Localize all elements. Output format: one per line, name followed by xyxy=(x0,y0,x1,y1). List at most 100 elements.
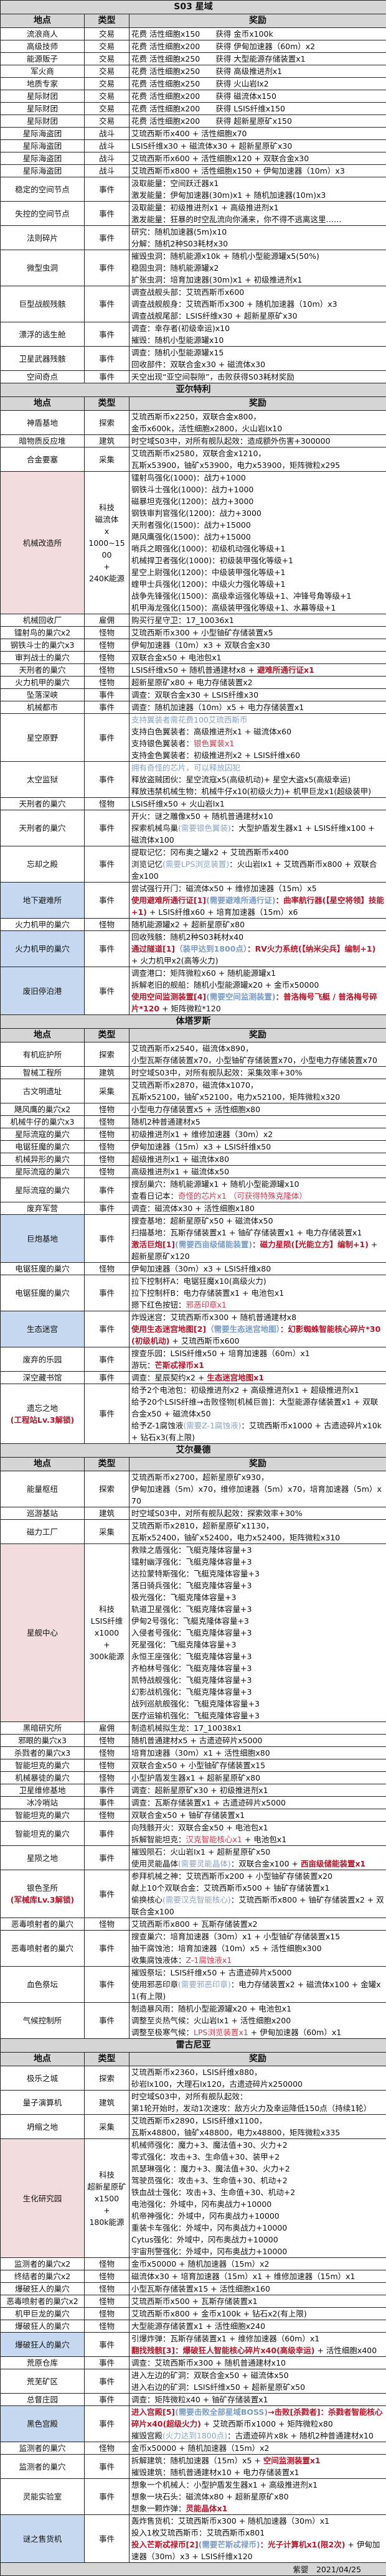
reward-cell: 金币x50000 + 随机加速器（15m）x2 xyxy=(129,2442,386,2455)
place-cell: 机械都市 xyxy=(1,701,85,714)
reward-text: 花费 活性细胞x200 获得 磁流体x150 xyxy=(131,91,276,101)
reward-text: 重装卡车强化：外域中，冈布奥战力+10000 xyxy=(131,2223,287,2232)
reward-text: 镭射鸟强化(1000)：战力+1000 xyxy=(131,473,246,482)
table-row: 坠落深峡事件调查：双联合金x30 + LSIS纤维x30 xyxy=(1,689,386,701)
reward-text: 零式强化：攻击+3、生命值+30、装甲+2 xyxy=(131,2152,280,2161)
place-cell: 漂浮的逃生舱 xyxy=(1,322,85,347)
reward-line: LSIS纤维x50 + 火山岩Ⅰx1 xyxy=(131,798,384,810)
unlock-note: (军械库Lv.3解锁) xyxy=(2,1894,82,1906)
footer-row: 紫婴 2021/04/25 xyxy=(1,2563,386,2576)
place-name: 黑色宫殿 xyxy=(2,2418,82,2430)
place-cell: 地下避难所 xyxy=(1,883,85,919)
reward-line: 第1轮开始时，发动1次速攻：敌方火力及幸运降低150点（持续1轮） xyxy=(131,2102,384,2114)
type-cell: 怪物 xyxy=(85,664,129,677)
reward-line: 艾琉西斯币x2890，LSIS纤维x1100， xyxy=(131,2115,384,2127)
reward-text: 驾驶员强化：攻击+3、生命值+30、机动+2 xyxy=(131,2176,288,2185)
reward-text: 调查战舰头部：艾琉西斯币x600 xyxy=(131,288,244,297)
reward-cell: 机械师强化：魔力+3、魔法值+30、火力+2 零式强化：攻击+3、生命值+30、装… xyxy=(129,2139,386,2258)
reward-cell: 时空域S03中，对所有舰队起效：探索效率+30% xyxy=(129,1507,386,1520)
reward-highlight: 奇怪的芯片x1 （可获得特殊克隆体） xyxy=(178,1191,307,1201)
table-row: 星际海盗团战斗艾琉西斯币x600 + 活性细胞x120 + 双联合金x30 xyxy=(1,152,386,165)
reward-cell: 调查：矩阵微粒x40 + 铀矿存储装置x1 xyxy=(129,2394,386,2406)
type-cell: 事件 xyxy=(85,2515,129,2563)
reward-highlight: 激活巨炮[1] xyxy=(131,1240,175,1249)
reward-line: 激发能量：伊甸加速器(30m)x1 + 随机加速器(10m)x3 xyxy=(131,189,384,201)
place-name: 星舰中心 xyxy=(2,1627,82,1639)
reward-cell: 艾琉西斯币x800 + 活性细胞x150 + 伊甸加速器（10m）x3 xyxy=(129,165,386,177)
place-cell: 生态迷宫 xyxy=(1,1311,85,1347)
table-row: 机械都市事件调查：随机加速器（10m）x5 + 电力存储装置x1 xyxy=(1,701,386,714)
table-row: 黑暗研究所雇佣制造机械拟生龙：17_10038x1 xyxy=(1,1722,386,1735)
column-header-row: 地点类型奖励 xyxy=(1,1458,386,1471)
place-name: 流浪商人 xyxy=(2,28,82,40)
reward-text: 艾琉西斯币x2870，磁流体x1070， xyxy=(131,1080,258,1090)
place-cell: 地质专家 xyxy=(1,78,85,90)
reward-line: 汲取能量：空间跃迁器x1 xyxy=(131,177,384,189)
reward-text: 提取记忆：冈布奥之罐x2 + 艾琉西斯币x400 xyxy=(131,848,289,857)
reward-text: 制造机械拟生龙：17_10038x1 xyxy=(131,1723,242,1733)
reward-highlight: (火力达到1800点) xyxy=(162,2431,227,2440)
reward-cell: 调查：超新星原矿x30 + 初级推进剂x1 xyxy=(129,1784,386,1797)
place-cell: 量子演算机 xyxy=(1,2091,85,2115)
place-name: 高级技师 xyxy=(2,40,82,52)
reward-text: 随机能源罐x2 + 超新星原矿x80 xyxy=(131,920,245,929)
reward-text: 购买行星守卫：17_10036x1 xyxy=(131,616,234,625)
table-row: 神盾基地探索艾琉西斯币x2250，双联合金x800，金币x600k，活性细胞x2… xyxy=(1,411,386,435)
reward-cell: 时空域S03中，对所有舰队起效：第1轮开始时，发动1次速攻：敌方火力及幸运降低1… xyxy=(129,2091,386,2115)
reward-line: 想象一颗炸弹：灵能晶体x1 xyxy=(131,2503,384,2514)
place-name: 空间奇点 xyxy=(2,371,82,383)
section-title: 亚尔特利 xyxy=(1,383,386,397)
reward-text: 机械师强化：魔力+3、魔法值+30、火力+2 xyxy=(131,2140,288,2150)
section-title-row: 体塔罗斯 xyxy=(1,1015,386,1029)
type-cell: 事件 xyxy=(85,846,129,883)
reward-text: 飓风鹰强化(1500)：战力+15000 xyxy=(131,532,251,541)
reward-text: 培育加速器（30m）x1 + 活性细胞x80 xyxy=(131,1748,270,1758)
reward-line: 汲取能量：初级推进剂x1 + 高级推进剂x1 xyxy=(131,202,384,213)
reward-text: 凯瑟琳强化 ：魔力+3、魔法值+30、火力+2 xyxy=(131,2164,290,2173)
reward-cell: 艾琉西斯币x600 + 活性细胞x120 + 双联合金x30 xyxy=(129,152,386,165)
place-cell: 钢铁斗士的巢穴x3 xyxy=(1,639,85,652)
reward-highlight: 使用空间监测装置[4] xyxy=(131,992,206,1001)
table-row: 电锯狂魔的巢穴事件拉下控制杆A：电锯狂魔x10(高级火力)拉下控制杆B：电力存储… xyxy=(1,1275,386,1311)
reward-text: LSIS纤维x50 + 随机普通建材x8 + xyxy=(131,665,257,675)
type-cell: 怪物 xyxy=(85,1747,129,1759)
place-cell: 星空原野 xyxy=(1,714,85,762)
table-row: 空间奇点事件天空出现“亚空间裂隙”，击败获得S03耗材奖励 xyxy=(1,371,386,383)
place-cell: 巨型战舰残骸 xyxy=(1,286,85,322)
place-cell: 军火商 xyxy=(1,65,85,78)
reward-text: 查看日记本： xyxy=(131,1191,178,1201)
type-line: 超新星原矿 xyxy=(87,2181,127,2193)
reward-line: 搜刮巢穴：随机能源罐x1 + 随机小型能源罐x10 xyxy=(131,1178,384,1190)
reward-cell: 花费 活性细胞x250 获得 火山岩Ⅰx2 xyxy=(129,78,386,90)
place-name: 稳定的空间节点 xyxy=(2,184,82,195)
table-row: 机械异形的巢穴怪物超级推进剂x1 + 磁流体x80 xyxy=(1,1153,386,1166)
place-name: 谜之售货机 xyxy=(2,2533,82,2545)
reward-line: 零式强化：攻击+3、生命值+30、装甲+2 xyxy=(131,2151,384,2163)
reward-text: 支持银色翼装者： xyxy=(131,739,194,748)
type-cell: 事件 xyxy=(85,2455,129,2479)
place-cell: 监测者的巢穴x2 xyxy=(1,2258,85,2270)
place-name: 机械回收厂 xyxy=(2,614,82,626)
reward-line: 使用避难所通行证[1](需要避难所通行证)：曲率航行器(【星空将领】技能+1) … xyxy=(131,894,384,918)
place-name: 镭射鸟的巢穴x2 xyxy=(2,627,82,639)
reward-text: 花费 活性细胞x250 获得 高级推进剂x1 xyxy=(131,67,282,76)
place-cell: 恶毒喷射者的巢穴 xyxy=(1,1931,85,1967)
reward-text: 磁流体x30 + 培育加速器（15m）x1 + 维修加速器（15m）x1 xyxy=(131,2272,355,2281)
reward-text: 制造暴风雨：随机小型能源罐x20 + 电池包x1 xyxy=(131,2004,291,2013)
reward-line: 幻影战机强化：飞艇克隆体容量+3 xyxy=(131,1686,384,1698)
section-title-row: S03 星域 xyxy=(1,1,386,14)
place-name: 机械改造所 xyxy=(2,537,82,549)
reward-cell: 小型电力存储装置x5 + 活性细胞x80 xyxy=(129,1103,386,1116)
reward-line: 艾琉西斯币x800 + 活性细胞x150 + 伊甸加速器（10m）x3 xyxy=(131,165,384,177)
type-cell: 事件 xyxy=(85,689,129,701)
type-cell: 交易 xyxy=(85,65,129,78)
place-cell: 能量枢纽 xyxy=(1,1471,85,1507)
reward-highlight: (需要芒斯忒禄币) xyxy=(199,2540,260,2549)
place-cell: 星际财团 xyxy=(1,90,85,103)
place-cell: 智能坦克的巢穴 xyxy=(1,1759,85,1772)
